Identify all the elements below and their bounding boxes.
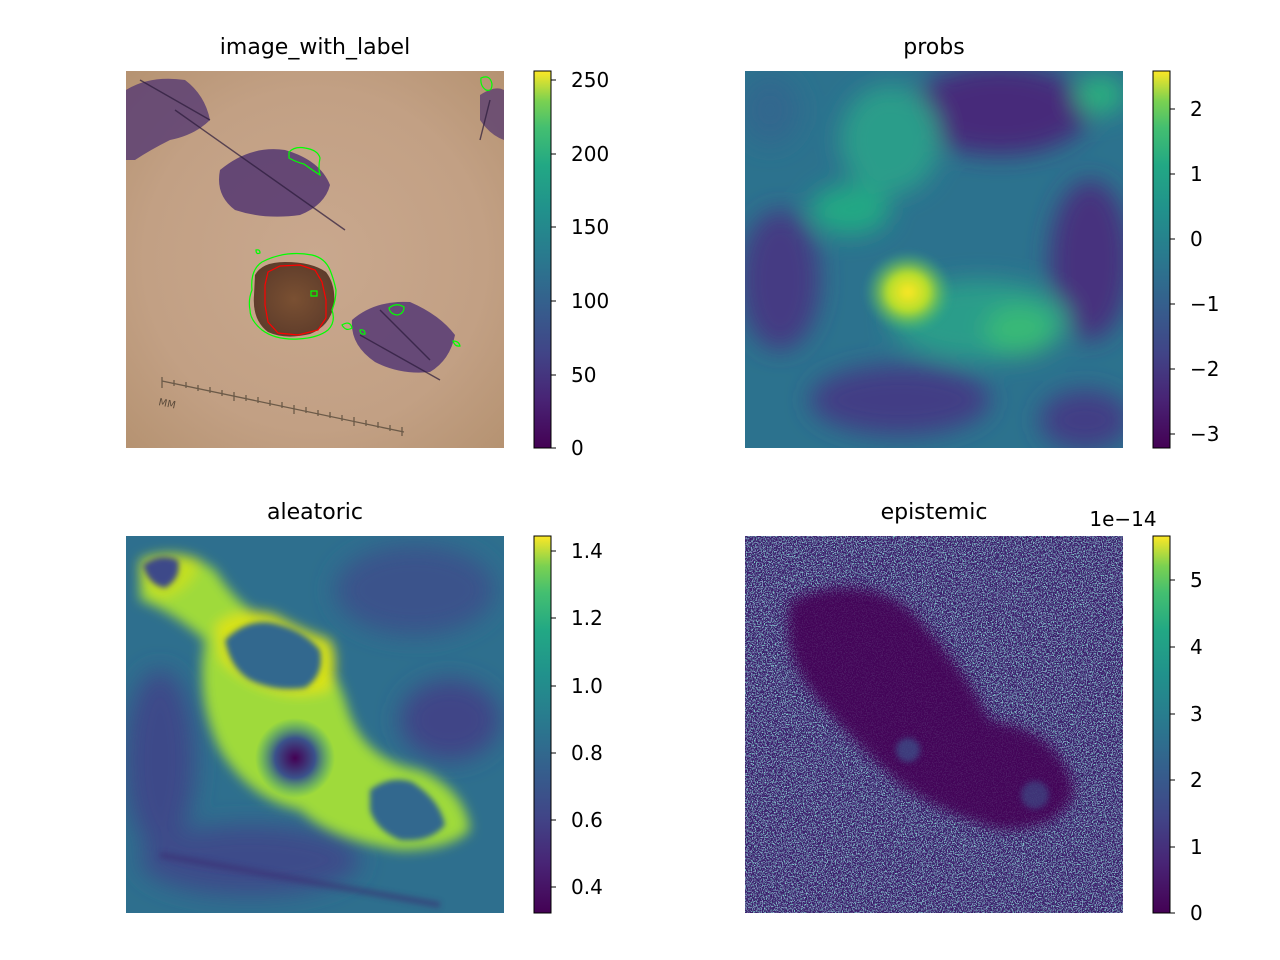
heatmap-epistemic xyxy=(745,536,1123,913)
subplot-epistemic: epistemic 1e−14 5 4 3 2 xyxy=(745,500,1203,925)
colorbar-tick-label: 0 xyxy=(1190,901,1203,925)
subplot-probs: probs xyxy=(745,35,1219,449)
subplot-image-with-label: image_with_label xyxy=(126,35,609,460)
heatmap-aleatoric xyxy=(126,536,504,913)
chart-title: epistemic xyxy=(881,500,988,525)
colorbar-tick-label: 0.8 xyxy=(571,741,603,765)
subplot-aleatoric: aleatoric xyxy=(126,500,603,914)
chart-title: aleatoric xyxy=(267,500,363,525)
colorbar-tick-label: −3 xyxy=(1190,422,1219,446)
colorbar-tick-label: 100 xyxy=(571,289,609,313)
colorbar-tick-label: 0 xyxy=(1190,227,1203,251)
colorbar-scale-label: 1e−14 xyxy=(1089,507,1156,531)
colorbar xyxy=(1152,70,1171,449)
heatmap-probs xyxy=(745,71,1123,448)
colorbar-tick-label: 0.6 xyxy=(571,808,603,832)
colorbar-tick-label: −1 xyxy=(1190,292,1219,316)
colorbar-tick-label: 200 xyxy=(571,142,609,166)
colorbar-tick-label: 1.4 xyxy=(571,539,603,563)
chart-title: probs xyxy=(903,35,964,60)
colorbar xyxy=(533,535,552,914)
colorbar xyxy=(533,70,552,449)
colorbar-tick-label: 2 xyxy=(1190,97,1203,121)
colorbar-tick-label: 3 xyxy=(1190,702,1203,726)
colorbar-ticks xyxy=(551,79,556,449)
colorbar-tick-label: 4 xyxy=(1190,635,1203,659)
colorbar-tick-label: 0.4 xyxy=(571,875,603,899)
colorbar-tick-label: −2 xyxy=(1190,357,1219,381)
ground-truth-contour xyxy=(264,264,327,336)
chart-title: image_with_label xyxy=(220,35,410,60)
colorbar-tick-label: 0 xyxy=(571,436,584,460)
colorbar-tick-label: 1 xyxy=(1190,162,1203,186)
colorbar xyxy=(1152,535,1171,914)
ruler-label: MM xyxy=(157,397,176,411)
heatmap-image: MM xyxy=(126,71,504,448)
colorbar-tick-label: 2 xyxy=(1190,768,1203,792)
colorbar-tick-label: 1.0 xyxy=(571,674,603,698)
colorbar-tick-label: 1.2 xyxy=(571,606,603,630)
colorbar-tick-label: 150 xyxy=(571,215,609,239)
colorbar-tick-label: 1 xyxy=(1190,835,1203,859)
colorbar-tick-label: 50 xyxy=(571,363,596,387)
colorbar-tick-label: 5 xyxy=(1190,568,1203,592)
colorbar-tick-label: 250 xyxy=(571,68,609,92)
prediction-contours xyxy=(248,76,493,347)
